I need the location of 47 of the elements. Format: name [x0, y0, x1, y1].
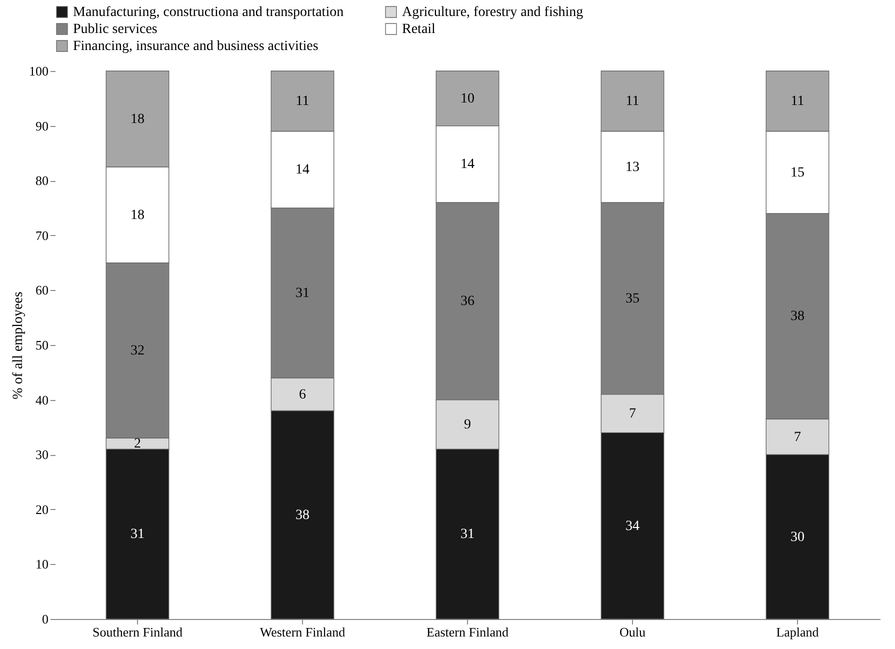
data-label: 38 — [790, 309, 804, 324]
data-label: 34 — [626, 518, 640, 534]
data-label: 18 — [130, 112, 144, 127]
data-label: 31 — [296, 286, 310, 301]
data-label: 11 — [296, 94, 310, 110]
x-tick-label: Oulu — [620, 624, 646, 640]
y-tick-label: 80 — [36, 173, 48, 188]
data-label: 31 — [460, 527, 474, 542]
legend-label: Agriculture, forestry and fishing — [402, 5, 584, 20]
y-tick-label: 10 — [36, 556, 48, 572]
legend-label: Financing, insurance and business activities — [73, 39, 318, 54]
x-tick-label: Lapland — [776, 624, 820, 640]
data-label: 38 — [296, 508, 310, 523]
data-label: 15 — [790, 165, 804, 180]
x-tick-label: Eastern Finland — [426, 624, 509, 640]
data-label: 7 — [629, 406, 636, 422]
y-axis-title: % of all employees — [11, 292, 26, 400]
data-label: 7 — [794, 430, 801, 445]
y-tick-label: 50 — [36, 338, 48, 352]
data-label: 9 — [464, 417, 471, 432]
data-label: 11 — [790, 94, 804, 110]
data-label: 2 — [134, 436, 141, 452]
x-tick-label: Southern Finland — [92, 624, 183, 640]
y-tick-label: 0 — [42, 612, 48, 626]
data-label: 36 — [460, 294, 474, 310]
legend-label: Public services — [73, 22, 158, 37]
y-tick-label: 100 — [29, 64, 48, 78]
y-tick-label: 90 — [36, 118, 48, 134]
data-label: 13 — [626, 160, 640, 175]
y-tick-label: 70 — [36, 228, 48, 243]
data-label: 14 — [296, 162, 310, 178]
y-tick-label: 40 — [36, 392, 48, 408]
data-label: 35 — [626, 291, 640, 306]
y-tick-label: 60 — [36, 282, 48, 298]
legend-label: Manufacturing, constructiona and transportation — [73, 5, 344, 20]
data-label: 32 — [130, 343, 144, 358]
data-label: 30 — [790, 530, 804, 545]
data-label: 6 — [299, 387, 306, 402]
data-label: 11 — [626, 94, 640, 110]
x-tick-label: Western Finland — [260, 624, 346, 640]
y-tick-label: 20 — [36, 502, 48, 517]
y-tick-label: 30 — [36, 447, 48, 462]
data-label: 10 — [460, 91, 474, 106]
data-label: 14 — [460, 157, 474, 172]
legend-label: Retail — [402, 22, 436, 37]
data-label: 18 — [130, 208, 144, 223]
data-label: 31 — [130, 527, 144, 542]
